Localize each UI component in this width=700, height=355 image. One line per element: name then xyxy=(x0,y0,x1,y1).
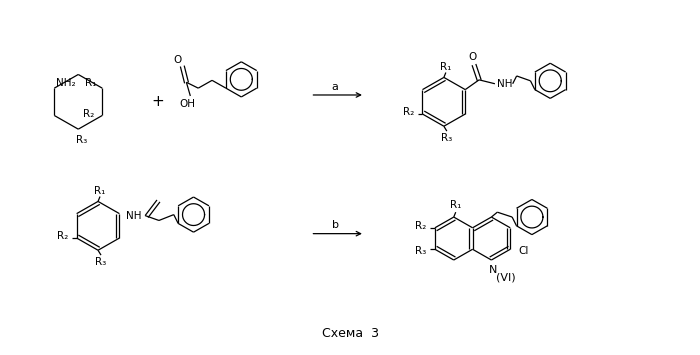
Text: a: a xyxy=(332,82,339,92)
Text: O: O xyxy=(174,55,181,65)
Text: R₁: R₁ xyxy=(85,78,96,88)
Text: R₁: R₁ xyxy=(440,62,452,72)
Text: R₃: R₃ xyxy=(441,133,452,143)
Text: b: b xyxy=(332,220,339,230)
Text: Cl: Cl xyxy=(519,246,529,256)
Text: R₃: R₃ xyxy=(76,135,87,145)
Text: N: N xyxy=(489,265,498,275)
Text: NH: NH xyxy=(497,79,512,89)
Text: +: + xyxy=(151,94,164,109)
Text: Схема  3: Схема 3 xyxy=(321,327,379,340)
Text: OH: OH xyxy=(179,99,195,109)
Text: R₂: R₂ xyxy=(403,107,414,117)
Text: R₂: R₂ xyxy=(57,231,69,241)
Text: NH₂: NH₂ xyxy=(57,78,76,88)
Text: R₃: R₃ xyxy=(95,257,106,267)
Text: NH: NH xyxy=(125,211,141,220)
Text: O: O xyxy=(468,53,476,62)
Text: (VI): (VI) xyxy=(496,273,516,283)
Text: R₁: R₁ xyxy=(450,200,461,210)
Text: R₂: R₂ xyxy=(83,109,94,119)
Text: R₃: R₃ xyxy=(416,246,427,256)
Text: R₁: R₁ xyxy=(94,186,106,196)
Text: R₂: R₂ xyxy=(416,221,427,231)
